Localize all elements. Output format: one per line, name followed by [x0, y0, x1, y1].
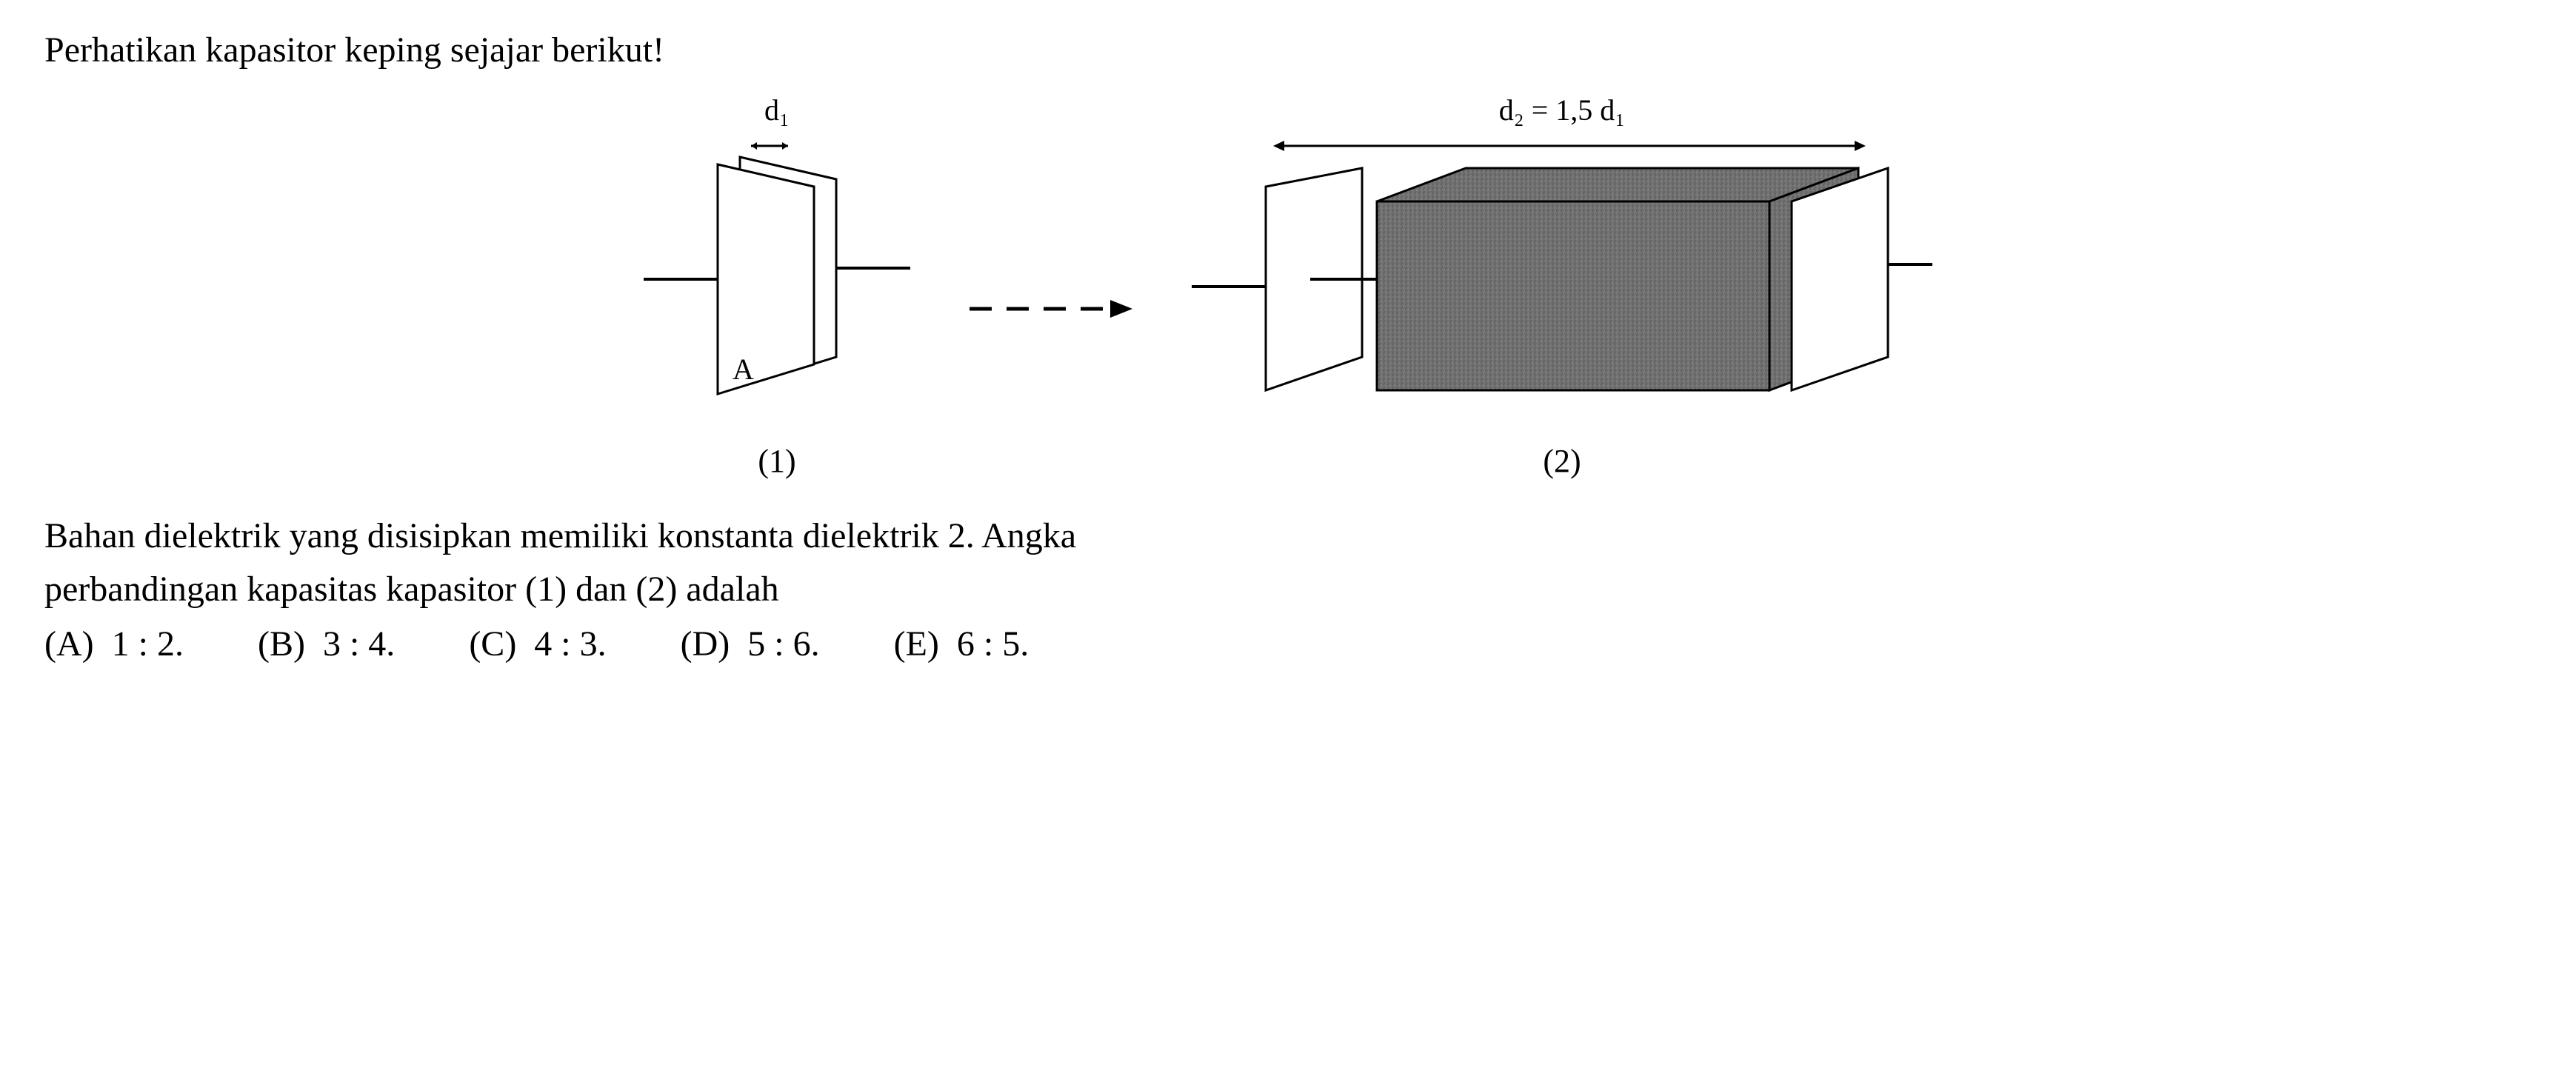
diagram-right-caption: (2)	[1543, 442, 1581, 480]
question-header: Perhatikan kapasitor keping sejajar beri…	[44, 30, 2532, 70]
plate-label-a: A	[733, 353, 754, 386]
dashed-arrow-svg	[970, 294, 1132, 324]
question-body: Bahan dielektrik yang disisipkan memilik…	[44, 510, 2532, 616]
capacitor-2-svg	[1192, 135, 1932, 431]
option-d-label: (D)	[681, 624, 730, 664]
dim-label-d1: d₁	[764, 93, 790, 127]
diagram-left-dim-label: d₁	[764, 93, 790, 127]
option-c-label: (C)	[469, 624, 516, 664]
capacitor-1-svg: A	[644, 135, 910, 431]
diagrams-container: d₁ A (1)	[44, 93, 2532, 480]
option-e-label: (E)	[894, 624, 939, 664]
option-a: (A) 1 : 2.	[44, 624, 184, 664]
option-d-value: 5 : 6.	[747, 624, 819, 664]
dielectric-block	[1377, 168, 1858, 390]
option-b: (B) 3 : 4.	[258, 624, 395, 664]
right-plate-2	[1792, 168, 1888, 390]
options-row: (A) 1 : 2. (B) 3 : 4. (C) 4 : 3. (D) 5 :…	[44, 624, 2532, 664]
arrow-separator	[970, 294, 1132, 324]
option-d: (D) 5 : 6.	[681, 624, 820, 664]
question-header-text: Perhatikan kapasitor keping sejajar beri…	[44, 30, 664, 70]
question-body-line2: perbandingan kapasitas kapasitor (1) dan…	[44, 563, 2532, 616]
option-e: (E) 6 : 5.	[894, 624, 1030, 664]
question-body-line1: Bahan dielektrik yang disisipkan memilik…	[44, 510, 2532, 563]
option-a-label: (A)	[44, 624, 94, 664]
diagram-left-group: d₁ A (1)	[644, 93, 910, 480]
option-c: (C) 4 : 3.	[469, 624, 606, 664]
option-b-label: (B)	[258, 624, 305, 664]
option-a-value: 1 : 2.	[112, 624, 184, 664]
dim-arrow-d2	[1273, 141, 1866, 151]
dim-label-d2: d₂ = 1,5 d₁	[1499, 93, 1625, 127]
diagram-right-group: d₂ = 1,5 d₁	[1192, 93, 1932, 480]
option-c-value: 4 : 3.	[534, 624, 606, 664]
option-e-value: 6 : 5.	[957, 624, 1029, 664]
dim-arrow-d1	[751, 142, 788, 150]
option-b-value: 3 : 4.	[323, 624, 395, 664]
diagram-right-dim-label: d₂ = 1,5 d₁	[1192, 93, 1932, 127]
diagram-left-caption: (1)	[758, 442, 795, 480]
